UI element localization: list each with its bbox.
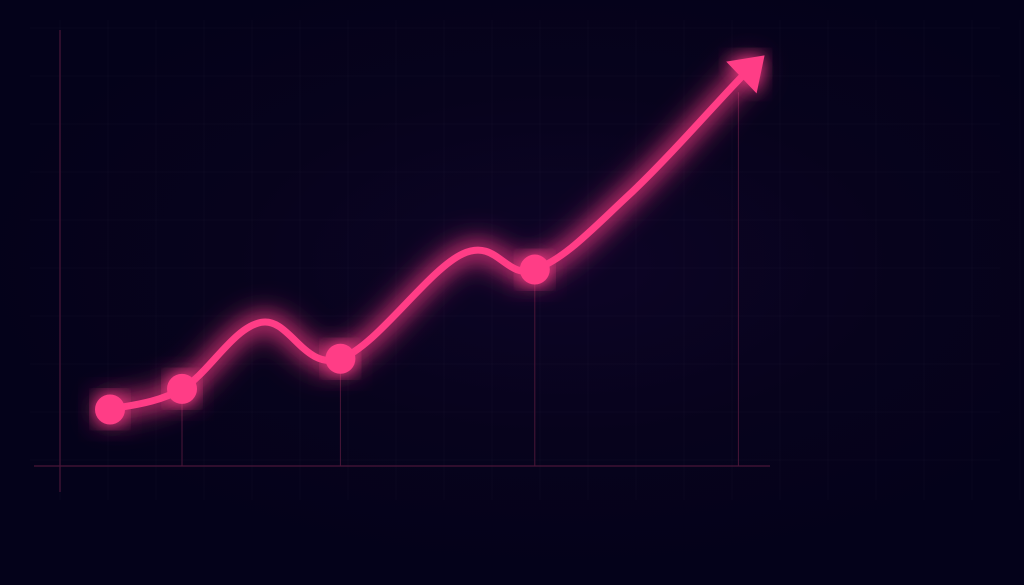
series-line-glow [99, 58, 761, 421]
line-halo [99, 58, 761, 421]
axes [34, 30, 770, 492]
data-point [325, 343, 356, 374]
data-point [519, 254, 550, 285]
point-markers [94, 253, 551, 426]
drop-lines [181, 92, 739, 466]
series-line [106, 65, 753, 413]
trend-arrow-icon [726, 55, 765, 94]
series-line-layer [106, 55, 765, 413]
data-point [167, 373, 197, 404]
data-point [95, 394, 125, 425]
